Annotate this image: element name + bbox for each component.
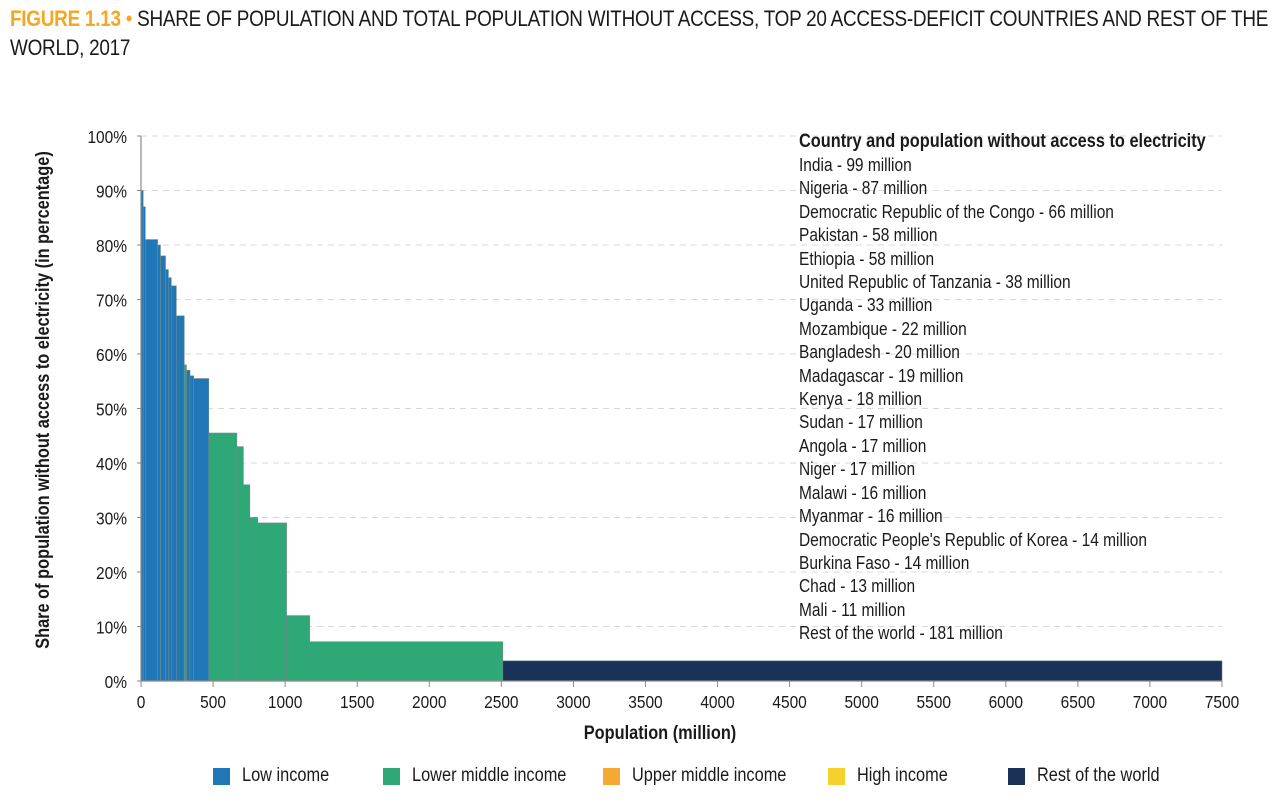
y-tick-labels: 0% 10% 20% 30% 40% 50% 60% 70% 80% 90% 100%: [87, 127, 127, 692]
annotation-entry: Sudan - 17 million: [799, 412, 923, 433]
legend-swatch: [213, 767, 230, 785]
x-tick-labels: 0 500 1000 1500 2000 2500 3000 3500 4000 4500 5000…: [137, 692, 1240, 712]
x-tick-label: 4000: [700, 692, 734, 712]
legend-swatch: [383, 767, 400, 785]
grid-lines: [141, 135, 1222, 627]
bar: [189, 375, 194, 682]
bar: [186, 370, 191, 682]
y-tick-label: 10%: [96, 617, 127, 637]
y-axis-label: Share of population without access to el…: [33, 151, 54, 649]
figure-label: FIGURE 1.13: [10, 6, 121, 31]
x-tick-label: 7000: [1133, 692, 1167, 712]
legend-label: High income: [857, 765, 948, 786]
annotation-entry: Niger - 17 million: [799, 459, 916, 480]
x-tick-label: 5500: [917, 692, 951, 712]
bars: [140, 190, 1223, 682]
annotation-entry: Malawi - 16 million: [799, 482, 927, 503]
bar: [170, 285, 177, 682]
x-tick-label: 500: [200, 692, 226, 712]
annotation-entry: Democratic Republic of the Congo - 66 mi…: [799, 201, 1114, 222]
bar: [208, 432, 238, 682]
x-tick-label: 3500: [628, 692, 662, 712]
y-tick-label: 60%: [96, 345, 127, 365]
x-axis-label: Population (million): [583, 723, 737, 744]
x-tick-label: 2000: [412, 692, 446, 712]
annotation-entry: Chad - 13 million: [799, 576, 916, 597]
bar: [236, 446, 244, 682]
legend-label: Lower middle income: [412, 765, 567, 786]
bar: [193, 378, 210, 682]
annotation-entry: Democratic People's Republic of Korea - …: [799, 529, 1147, 550]
bar: [286, 615, 310, 682]
bar: [157, 244, 161, 682]
legend-swatch: [1008, 767, 1025, 785]
legend-swatch: [603, 767, 620, 785]
title-line-2: WORLD, 2017: [10, 35, 131, 60]
annotation-entry: Madagascar - 19 million: [799, 365, 964, 386]
annotation-entry: Mali - 11 million: [799, 599, 906, 620]
y-tick-label: 30%: [96, 508, 127, 528]
legend-swatch: [828, 767, 845, 785]
legend-label: Rest of the world: [1037, 765, 1160, 786]
legend-item-low-income: Low income: [213, 765, 343, 787]
bar: [145, 239, 158, 682]
legend-label: Low income: [242, 765, 330, 786]
x-tick-label: 6500: [1061, 692, 1095, 712]
title-bullet: •: [125, 6, 133, 31]
bar: [243, 484, 251, 682]
annotation-entry: Uganda - 33 million: [799, 295, 933, 316]
annotation-entry: Myanmar - 16 million: [799, 506, 943, 527]
x-tick-label: 1500: [340, 692, 374, 712]
y-tick-label: 0%: [105, 672, 127, 692]
annotation-entry: Kenya - 18 million: [799, 389, 923, 410]
x-tick-label: 6000: [989, 692, 1023, 712]
y-tick-label: 80%: [96, 236, 127, 256]
y-tick-label: 40%: [96, 454, 127, 474]
bar: [160, 255, 166, 682]
annotation-entry: Nigeria - 87 million: [799, 178, 928, 199]
annotation-entry: India - 99 million: [799, 155, 912, 175]
x-tick-label: 1000: [268, 692, 302, 712]
legend-item-upper-middle-income: Upper middle income: [603, 765, 812, 787]
y-tick-label: 70%: [96, 290, 127, 310]
x-tick-label: 7500: [1205, 692, 1239, 712]
x-tick-label: 3000: [556, 692, 590, 712]
annotation-entry: Bangladesh - 20 million: [799, 342, 960, 363]
annotation-entry: Mozambique - 22 million: [799, 318, 967, 339]
legend-item-lower-middle-income: Lower middle income: [383, 765, 592, 787]
annotation-entry: Angola - 17 million: [799, 435, 927, 456]
y-tick-label: 100%: [87, 127, 127, 147]
bar: [309, 641, 504, 682]
annotation-entry: Pakistan - 58 million: [799, 225, 938, 246]
bar: [183, 364, 187, 682]
y-tick-label: 50%: [96, 399, 127, 419]
title-line-1: SHARE OF POPULATION AND TOTAL POPULATION…: [137, 6, 1269, 31]
annotation-entry: Burkina Faso - 14 million: [799, 552, 970, 573]
annotation-entry: Ethiopia - 58 million: [799, 248, 935, 269]
bar: [142, 206, 146, 682]
annotation-heading: Country and population without access to…: [799, 131, 1206, 152]
y-tick-label: 20%: [96, 563, 127, 583]
figure-title: FIGURE 1.13 • SHARE OF POPULATION AND TO…: [10, 4, 1268, 62]
legend-item-high-income: High income: [828, 765, 963, 787]
bar: [168, 277, 172, 682]
country-annotation: Country and population without access to…: [799, 130, 1272, 646]
x-tick-label: 2500: [484, 692, 518, 712]
bar: [176, 315, 185, 682]
y-tick-label: 90%: [96, 181, 127, 201]
annotation-entry: Rest of the world - 181 million: [799, 623, 1003, 644]
bar: [249, 517, 259, 682]
axes: [137, 135, 1223, 687]
x-tick-label: 4500: [772, 692, 806, 712]
bar: [257, 522, 287, 682]
legend-item-rest-of-world: Rest of the world: [1008, 765, 1180, 787]
bar: [502, 660, 1223, 682]
annotation-entry: United Republic of Tanzania - 38 million: [799, 272, 1071, 293]
x-tick-label: 0: [137, 692, 146, 712]
legend-label: Upper middle income: [632, 765, 787, 786]
x-tick-label: 5000: [844, 692, 878, 712]
bar: [165, 269, 169, 682]
